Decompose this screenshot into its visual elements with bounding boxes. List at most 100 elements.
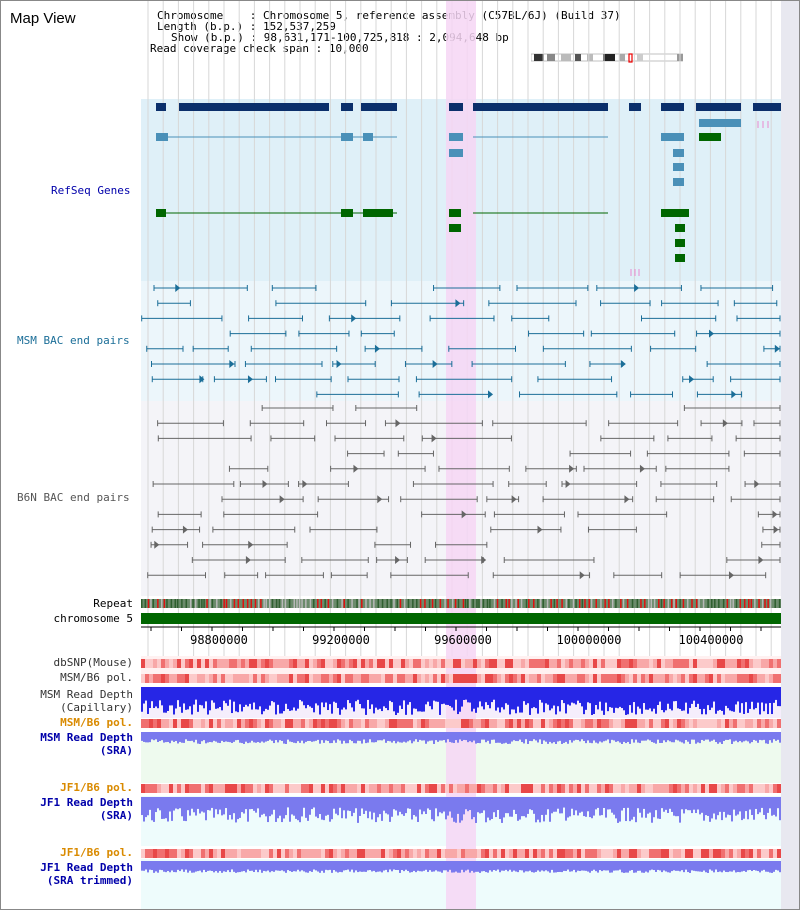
- polymorphism-cell: [617, 674, 621, 683]
- repeat-element: [381, 599, 384, 608]
- read-depth-bar: [389, 732, 391, 742]
- msm-b6-pol-sra-label[interactable]: MSM/B6 pol.: [60, 716, 133, 729]
- polymorphism-cell: [237, 659, 241, 668]
- read-depth-bar: [479, 687, 481, 702]
- read-depth-bar: [691, 732, 693, 740]
- polymorphism-cell: [561, 784, 565, 793]
- read-depth-bar: [483, 687, 485, 710]
- polymorphism-cell: [273, 659, 277, 668]
- read-depth-bar: [329, 732, 331, 744]
- read-depth-bar: [469, 732, 471, 742]
- read-depth-bar: [641, 732, 643, 741]
- polymorphism-cell: [197, 674, 201, 683]
- msm-read-depth-capillary-label[interactable]: MSM Read Depth: [40, 688, 133, 701]
- polymorphism-cell: [273, 674, 277, 683]
- read-depth-bar: [213, 732, 215, 741]
- read-depth-bar: [671, 687, 673, 711]
- read-depth-bar: [765, 732, 767, 744]
- read-depth-bar: [491, 732, 493, 740]
- read-depth-bar: [223, 797, 225, 815]
- read-depth-bar: [261, 732, 263, 742]
- polymorphism-cell: [653, 659, 657, 668]
- polymorphism-cell: [549, 659, 553, 668]
- read-depth-bar: [409, 797, 411, 809]
- read-depth-bar: [255, 861, 257, 870]
- polymorphism-cell: [521, 674, 525, 683]
- jf1-read-depth-sra-label[interactable]: JF1 Read Depth: [40, 796, 133, 809]
- read-depth-bar: [321, 732, 323, 741]
- polymorphism-cell: [569, 674, 573, 683]
- read-depth-bar: [577, 797, 579, 816]
- read-depth-bar: [649, 861, 651, 871]
- read-depth-bar: [205, 687, 207, 702]
- b6n-bac-pair-arrow: [182, 525, 188, 534]
- read-depth-bar: [275, 732, 277, 741]
- msm-b6-pol-label[interactable]: MSM/B6 pol.: [60, 671, 133, 684]
- polymorphism-cell: [217, 659, 221, 668]
- polymorphism-cell: [453, 659, 457, 668]
- read-depth-bar: [263, 861, 265, 871]
- refseq-genes-label[interactable]: RefSeq Genes: [51, 184, 131, 197]
- read-depth-bar: [571, 797, 573, 809]
- polymorphism-cell: [681, 659, 685, 668]
- read-depth-bar: [767, 861, 769, 872]
- read-depth-bar: [609, 732, 611, 744]
- read-depth-bar: [569, 732, 571, 741]
- polymorphism-cell: [697, 659, 701, 668]
- polymorphism-cell: [177, 849, 181, 858]
- read-depth-bar: [567, 732, 569, 744]
- read-depth-bar: [219, 687, 221, 708]
- b6n-bac-end-pairs-label[interactable]: B6N BAC end pairs: [17, 491, 130, 504]
- read-depth-bar: [327, 732, 329, 741]
- read-depth-bar: [721, 687, 723, 711]
- repeat-element: [517, 599, 519, 608]
- b6n-bac-pair-arrow: [579, 571, 585, 580]
- polymorphism-cell: [237, 784, 241, 793]
- read-depth-bar: [513, 861, 515, 871]
- polymorphism-cell: [381, 674, 385, 683]
- read-depth-bar: [305, 861, 307, 873]
- chromosome-ideogram[interactable]: [531, 53, 683, 63]
- read-depth-bar: [707, 861, 709, 873]
- jf1-b6-pol-label[interactable]: JF1/B6 pol.: [60, 781, 133, 794]
- polymorphism-cell: [485, 849, 489, 858]
- polymorphism-cell: [489, 659, 493, 668]
- polymorphism-cell: [537, 719, 541, 728]
- read-depth-bar: [609, 797, 611, 810]
- read-depth-bar: [615, 687, 617, 708]
- jf1-b6-pol-trimmed-label[interactable]: JF1/B6 pol.: [60, 846, 133, 859]
- polymorphism-cell: [149, 784, 153, 793]
- polymorphism-cell: [429, 784, 433, 793]
- read-depth-bar: [459, 861, 461, 873]
- read-depth-bar: [587, 797, 589, 812]
- polymorphism-cell: [665, 784, 669, 793]
- read-depth-bar: [631, 861, 633, 871]
- polymorphism-cell: [253, 784, 257, 793]
- msm-read-depth-sra-label[interactable]: MSM Read Depth: [40, 731, 133, 744]
- polymorphism-cell: [217, 784, 221, 793]
- ideogram-region-marker: [628, 53, 633, 63]
- read-depth-bar: [747, 687, 749, 713]
- dbsnp-label[interactable]: dbSNP(Mouse): [53, 656, 133, 669]
- read-depth-bar: [169, 732, 171, 744]
- repeat-element: [663, 599, 665, 608]
- read-depth-bar: [363, 687, 365, 709]
- read-depth-bar: [675, 797, 677, 817]
- read-depth-bar: [525, 732, 527, 740]
- polymorphism-cell: [173, 784, 177, 793]
- jf1-read-depth-trimmed-label[interactable]: JF1 Read Depth: [40, 861, 133, 874]
- polymorphism-cell: [673, 784, 677, 793]
- gene-exon: [673, 149, 684, 157]
- polymorphism-cell: [769, 674, 773, 683]
- msm-bac-end-pairs-label[interactable]: MSM BAC end pairs: [17, 334, 130, 347]
- read-depth-bar: [437, 797, 439, 817]
- read-depth-bar: [531, 732, 533, 742]
- read-depth-bar: [633, 732, 635, 743]
- read-depth-bar: [387, 861, 389, 873]
- read-depth-bar: [347, 732, 349, 744]
- polymorphism-cell: [329, 849, 333, 858]
- read-depth-bar: [651, 732, 653, 742]
- gene-exon: [156, 209, 166, 217]
- polymorphism-cell: [757, 784, 761, 793]
